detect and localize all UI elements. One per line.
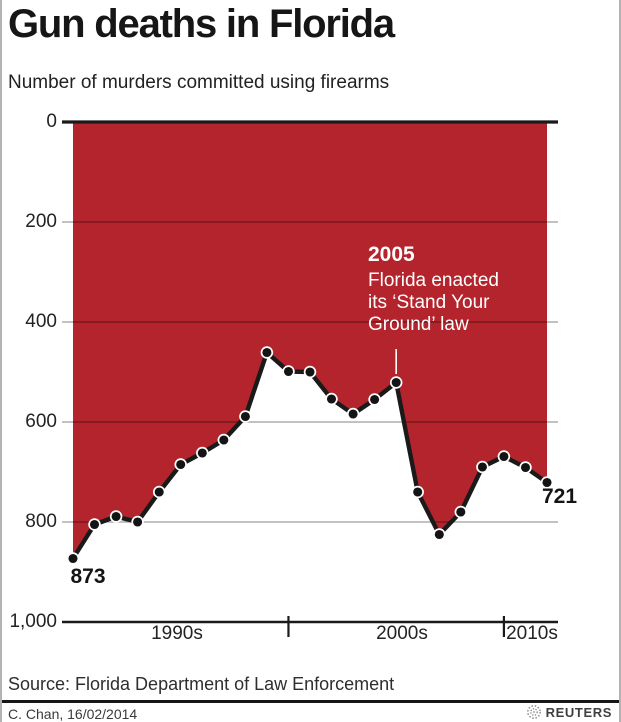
x-tick-label-2010s: 2010s — [506, 623, 558, 644]
data-point — [433, 528, 446, 541]
annotation-line: Florida enacted — [368, 270, 499, 291]
data-point — [497, 450, 511, 463]
credit-byline: C. Chan, 16/02/2014 — [8, 706, 138, 722]
data-point — [260, 346, 274, 359]
data-point — [196, 446, 209, 460]
data-point — [131, 515, 144, 529]
annotation-stand-your-ground: 2005 Florida enacted its ‘Stand Your Gro… — [368, 244, 543, 336]
reuters-wordmark: REUTERS — [545, 704, 612, 720]
data-point — [109, 510, 123, 523]
y-tick-label: 600 — [25, 411, 57, 432]
data-point — [519, 461, 532, 474]
data-point — [217, 433, 231, 447]
annotation-line: Ground’ law — [368, 314, 469, 335]
right-border — [619, 0, 621, 722]
reuters-logo: REUTERS — [526, 704, 612, 720]
chart-subtitle: Number of murders committed using firear… — [8, 72, 390, 93]
data-point — [303, 365, 317, 379]
first-point-value-label: 873 — [70, 565, 106, 588]
data-point — [88, 518, 101, 531]
x-tick-label-1990s: 1990s — [151, 623, 203, 644]
y-tick-label: 400 — [25, 311, 57, 332]
data-point — [66, 552, 80, 565]
y-tick-label: 200 — [25, 211, 57, 232]
x-tick-label-2000s: 2000s — [376, 623, 428, 644]
y-tick-label: 1,000 — [9, 611, 57, 632]
data-point — [454, 505, 468, 519]
page-title: Gun deaths in Florida — [8, 2, 395, 46]
data-point — [368, 393, 381, 406]
data-point — [152, 485, 166, 499]
data-point — [174, 458, 187, 471]
left-border — [0, 0, 2, 722]
data-point — [476, 460, 489, 474]
data-point — [282, 365, 295, 378]
y-tick-label: 0 — [46, 111, 57, 132]
data-point — [389, 376, 403, 389]
data-point — [239, 410, 252, 423]
data-point — [540, 476, 554, 489]
annotation-year: 2005 — [368, 243, 415, 266]
reuters-orb-icon — [526, 705, 541, 719]
area-fill — [73, 122, 547, 559]
y-tick-label: 800 — [25, 511, 57, 532]
data-point — [346, 407, 360, 421]
data-point — [411, 485, 424, 499]
annotation-line: its ‘Stand Your — [368, 292, 490, 313]
footer-divider — [0, 700, 621, 703]
last-point-value-label: 721 — [542, 485, 578, 508]
source-note: Source: Florida Department of Law Enforc… — [8, 674, 395, 694]
data-point — [325, 392, 338, 406]
